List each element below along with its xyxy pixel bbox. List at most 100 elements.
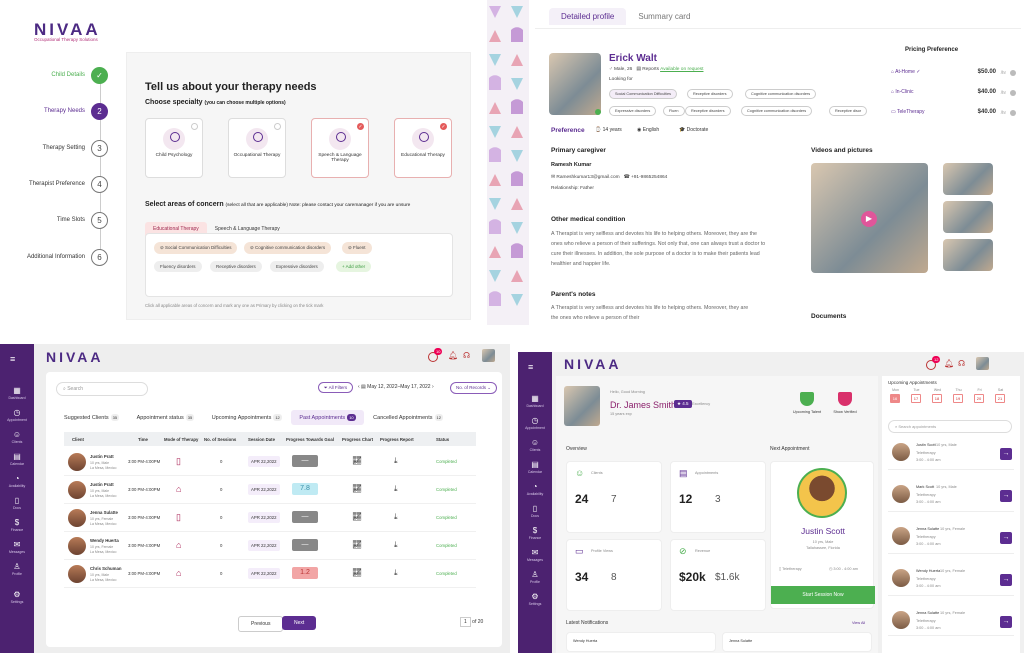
sidebar-item-profile[interactable]: ♙ Profile [518,570,552,584]
sidebar-item-messages[interactable]: ✉ Messages [518,548,552,562]
step-time-slots[interactable]: Time Slots 5 [0,212,110,230]
step-therapy-setting[interactable]: Therapy Setting 3 [0,140,110,158]
sidebar-item-dashboard[interactable]: ▦ Dashboard [518,394,552,408]
specialty-occupational-therapy[interactable]: Occupational Therapy [228,118,286,178]
table-row[interactable]: Chris Schuman 10 yrs, Male La Mesa, Mexico… [64,560,476,588]
chart-icon[interactable]: 📈︎ [352,456,363,465]
appointment-item[interactable]: Jenna Sulatte 10 yrs, Female Teletherapy 3:… [888,606,1014,636]
notification-icon[interactable] [926,360,936,370]
day-sat[interactable]: Sat 21 [995,388,1006,403]
day-fri[interactable]: Fri 20 [974,388,985,403]
table-row[interactable]: Jenna Sulatte 10 yrs, Female La Mesa, Mexi… [64,504,476,532]
arrow-right-icon[interactable]: → [1000,490,1012,502]
appointment-item[interactable]: Justin Scott 10 yrs, Male Teletherapy 3:00 … [888,438,1014,470]
bell-icon[interactable]: 🔔︎ [448,351,459,360]
sidebar-item-finance[interactable]: $ Finance [0,518,34,532]
view-all-link[interactable]: View All [852,621,866,625]
table-row[interactable]: Justin Pratt 10 yrs, Male La Mesa, Mexico 3… [64,448,476,476]
sidebar-item-finance[interactable]: $ Finance [518,526,552,540]
download-icon[interactable]: ⤓ [394,484,398,493]
revenue-card[interactable]: ⊘ Revenue $20k $1.6k [670,539,766,611]
avatar[interactable] [482,349,495,362]
tab-detailed-profile[interactable]: Detailed profile [549,8,627,25]
sidebar-item-clients[interactable]: ☺ Clients [0,430,34,444]
chip-social-communication[interactable]: ⊘ Social Communication Difficulties [154,242,238,254]
picture-thumbnail[interactable] [943,163,993,195]
appointment-item[interactable]: Mark Scott 10 yrs, Male Teletherapy 3:00 - … [888,480,1014,512]
notification-icon[interactable] [428,352,438,362]
chip-fluent[interactable]: ⊘ Fluent [342,242,372,254]
next-button[interactable]: Next [282,616,317,630]
download-icon[interactable]: ⤓ [394,568,398,577]
step-child-details[interactable]: Child Details ✓ [0,67,110,85]
chart-icon[interactable]: 📈︎ [352,512,363,521]
tab-suggested-clients[interactable]: Suggested Clients 35 [64,414,120,421]
download-icon[interactable]: ⤓ [394,456,398,465]
notification-item[interactable]: Wendy Huerta [566,632,716,652]
arrow-right-icon[interactable]: → [1000,448,1012,460]
chip-cognitive-communication[interactable]: ⊘ Cognitive communication disorders [244,242,332,254]
appointments-card[interactable]: ▤ Appointments 12 3 [670,461,766,533]
tab-educational-therapy[interactable]: Educational Therapy [145,222,207,236]
chip-expressive-disorders[interactable]: Expressive disorders [270,261,324,272]
chart-icon[interactable]: 📈︎ [352,540,363,549]
tab-summary-card[interactable]: Summary card [638,12,691,21]
chart-icon[interactable]: 📈︎ [352,484,363,493]
play-icon[interactable]: ▶ [861,211,877,227]
step-additional-information[interactable]: Additional Information 6 [0,249,110,267]
sidebar-item-calendar[interactable]: ▤ Calendar [0,452,34,466]
bell-icon[interactable]: 🔔︎ [944,359,955,368]
notification-item[interactable]: Jenna Sulatte [722,632,872,652]
profile-views-card[interactable]: ▭ Profile Views 34 8 [566,539,662,611]
day-thu[interactable]: Thu 19 [953,388,964,403]
tab-cancelled-appointments[interactable]: Cancelled Appointments 12 [373,414,443,421]
step-therapist-preference[interactable]: Therapist Preference 4 [0,176,110,194]
filter-button[interactable]: ⏷ All Filters [318,382,354,393]
hamburger-icon[interactable]: ≡ [10,354,16,364]
tab-speech-language-therapy[interactable]: Speech & Language Therapy [214,226,280,232]
sidebar-item-appointment[interactable]: ◷ Appointment [518,416,552,430]
download-icon[interactable]: ⤓ [394,540,398,549]
sidebar-item-settings[interactable]: ⚙ Settings [0,590,34,604]
search-input[interactable]: ⌕ Search [56,382,148,396]
picture-thumbnail[interactable] [943,201,993,233]
sidebar-item-clients[interactable]: ☺ Clients [518,438,552,452]
chip-fluency-disorders[interactable]: Fluency disorders [154,261,202,272]
appointment-search-input[interactable]: ⌕ Search appointments [888,420,1012,433]
appointment-item[interactable]: Wendy Huerta 10 yrs, Female Teletherapy 3:0… [888,564,1014,596]
arrow-right-icon[interactable]: → [1000,532,1012,544]
appointment-item[interactable]: Jenna Sulatte 10 yrs, Female Teletherapy 3:… [888,522,1014,554]
table-row[interactable]: Wendy Huerta 10 yrs, Female La Mesa, Mexic… [64,532,476,560]
date-range-picker[interactable]: ‹ ▤ May 12, 2022–May 17, 2022 › [358,384,434,390]
chip-receptive-disorders[interactable]: Receptive disorders [210,261,262,272]
sidebar-item-profile[interactable]: ♙ Profile [0,562,34,576]
sidebar-item-availability[interactable]: ◔ Availability [518,482,552,496]
sidebar-item-availability[interactable]: ◔ Availability [0,474,34,488]
sidebar-item-dashboard[interactable]: ▦ Dashboard [0,386,34,400]
chart-icon[interactable]: 📈︎ [352,568,363,577]
sidebar-item-messages[interactable]: ✉ Messages [0,540,34,554]
download-icon[interactable]: ⤓ [394,512,398,521]
tab-appointment-status[interactable]: Appointment status 35 [136,414,195,421]
picture-thumbnail[interactable] [943,239,993,271]
step-therapy-needs[interactable]: Therapy Needs 2 [0,103,110,121]
arrow-right-icon[interactable]: → [1000,574,1012,586]
headset-icon[interactable]: ☊ [958,359,966,368]
tab-past-appointments[interactable]: Past Appointments 10 [291,410,364,425]
available-link[interactable]: Available on request [660,67,704,72]
day-mon[interactable]: Mon 16 [890,388,901,403]
arrow-right-icon[interactable]: → [1000,616,1012,628]
previous-button[interactable]: Previous [238,616,284,632]
hamburger-icon[interactable]: ≡ [528,362,534,372]
day-tue[interactable]: Tue 17 [911,388,922,403]
sidebar-item-appointment[interactable]: ◷ Appointment [0,408,34,422]
sidebar-item-docs[interactable]: ▯ Docs [518,504,552,518]
records-select[interactable]: No. of Records ⌄ [450,382,498,394]
sidebar-item-docs[interactable]: ▯ Docs [0,496,34,510]
headset-icon[interactable]: ☊ [463,351,471,360]
start-session-button[interactable]: Start Session Now [771,586,875,604]
specialty-educational-therapy[interactable]: ✓ Educational Therapy [394,118,452,178]
specialty-child-psychology[interactable]: Child Psychology [145,118,203,178]
table-row[interactable]: Justin Pratt 10 yrs, Male La Mesa, Mexico 3… [64,476,476,504]
add-other-button[interactable]: + Add other [336,261,372,272]
